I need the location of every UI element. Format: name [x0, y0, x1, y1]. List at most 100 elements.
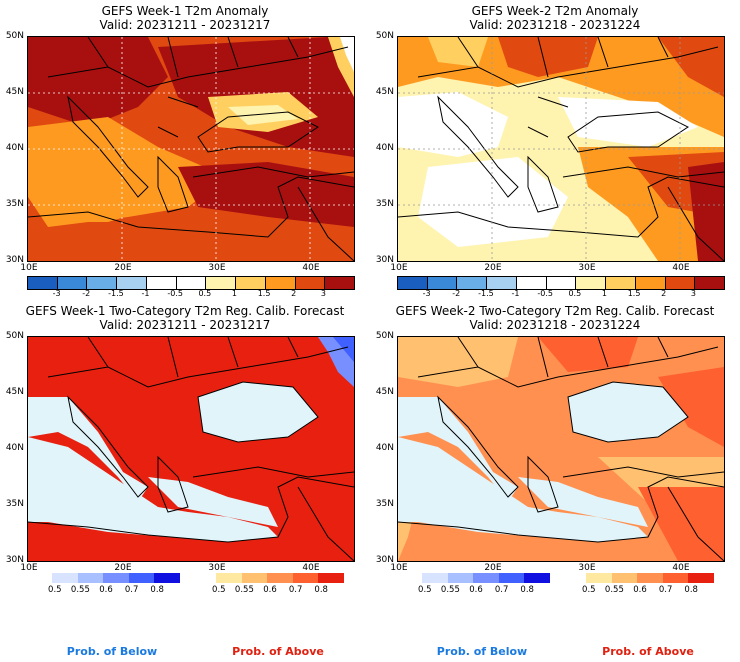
colorbar-swatch: [473, 573, 499, 583]
lat-tick: 45N: [375, 387, 394, 397]
panel-valid-dates: Valid: 20231211 - 20231217: [99, 318, 271, 332]
lat-tick: 35N: [375, 499, 394, 509]
colorbar-tick-label: 0.5: [418, 585, 432, 595]
colorbar-swatch: [422, 573, 448, 583]
colorbar-tick-label: 0.8: [684, 585, 698, 595]
panel-title: GEFS Week-1 T2m Anomaly: [101, 4, 269, 18]
lat-tick: 40N: [375, 143, 394, 153]
colorbar-tick-label: -1.5: [478, 289, 494, 298]
colorbar-swatch: [117, 277, 147, 289]
colorbar-swatch: [665, 277, 696, 289]
lat-tick: 45N: [375, 87, 394, 97]
colorbar-swatch: [128, 573, 155, 583]
colorbar-swatch: [427, 277, 458, 289]
colorbar-tick-label: 0.7: [288, 585, 303, 595]
colorbar-tick-label: 0.55: [234, 585, 254, 595]
colorbar-swatch: [695, 277, 725, 289]
colorbar-tick-label: 0.5: [212, 585, 226, 595]
probability-map: [397, 336, 725, 562]
panel-title: GEFS Week-2 Two-Category T2m Reg. Calib.…: [395, 304, 715, 318]
lon-tick: 20E: [114, 263, 132, 273]
colorbar-tick-label: -1: [511, 289, 520, 298]
colorbar-swatch: [635, 277, 666, 289]
colorbar-swatch: [154, 573, 180, 583]
colorbar-swatch: [206, 277, 237, 289]
colorbar-swatch: [546, 277, 577, 289]
colorbar-tick-label: 3: [690, 289, 696, 298]
colorbar-swatch: [57, 277, 88, 289]
panel-week2-probability: GEFS Week-2 Two-Category T2m Reg. Calib.…: [370, 300, 740, 600]
lat-tick: 35N: [5, 499, 24, 509]
lon-tick: 30E: [578, 563, 596, 573]
colorbar-tick-label: 0.55: [604, 585, 624, 595]
panel-valid-dates: Valid: 20231211 - 20231217: [99, 18, 271, 32]
colorbar-swatch: [241, 573, 268, 583]
colorbar-swatch: [216, 573, 242, 583]
lat-tick: 50N: [375, 31, 394, 41]
panel-title: GEFS Week-1 Two-Category T2m Reg. Calib.…: [25, 304, 345, 318]
colorbar-swatch: [176, 277, 207, 289]
colorbar-tick-label: 1: [601, 289, 607, 298]
colorbar-tick-label: -3: [422, 289, 431, 298]
lon-tick: 40E: [672, 563, 690, 573]
colorbar-tick-label: 0.5: [198, 289, 212, 298]
colorbar-swatch: [637, 573, 663, 583]
colorbar-tick-label: 3: [320, 289, 326, 298]
colorbar-swatch: [576, 277, 607, 289]
colorbar-swatch: [487, 277, 517, 289]
colorbar-tick-label: 1.5: [257, 289, 271, 298]
lon-tick: 40E: [302, 263, 320, 273]
panel-title: GEFS Week-2 T2m Anomaly: [471, 4, 639, 18]
prob-below-legend-label: Prob. of Below: [66, 645, 158, 658]
lon-tick: 40E: [672, 263, 690, 273]
colorbar-tick-label: 0.55: [440, 585, 460, 595]
lat-tick: 35N: [375, 199, 394, 209]
panel-valid-dates: Valid: 20231218 - 20231224: [469, 18, 641, 32]
colorbar-tick-label: -1: [141, 289, 150, 298]
colorbar-swatch: [447, 573, 474, 583]
colorbar-tick-label: 1.5: [627, 289, 641, 298]
colorbar-swatch: [398, 277, 428, 289]
colorbar-tick-label: 0.6: [99, 585, 113, 595]
lat-tick: 40N: [5, 443, 24, 453]
lon-tick: 20E: [484, 263, 502, 273]
lat-tick: 30N: [5, 555, 24, 565]
colorbar-tick-label: 1: [231, 289, 237, 298]
lon-tick: 30E: [208, 263, 226, 273]
colorbar-swatch: [318, 573, 344, 583]
colorbar-tick-label: 0.6: [263, 585, 277, 595]
colorbar-swatch: [267, 573, 293, 583]
colorbar-tick-label: 0.6: [633, 585, 647, 595]
lat-tick: 40N: [5, 143, 24, 153]
lon-tick: 10E: [20, 263, 38, 273]
lat-tick: 45N: [5, 87, 24, 97]
probability-map: [27, 336, 355, 562]
colorbar-tick-label: -0.5: [167, 289, 183, 298]
colorbar-swatch: [586, 573, 612, 583]
colorbar-swatch: [292, 573, 319, 583]
colorbar-tick-label: 0.7: [658, 585, 673, 595]
colorbar-swatch: [662, 573, 689, 583]
lon-tick: 10E: [20, 563, 38, 573]
colorbar-tick-label: 0.55: [70, 585, 90, 595]
anomaly-colorbar: [27, 276, 355, 290]
panel-week1-probability: GEFS Week-1 Two-Category T2m Reg. Calib.…: [0, 300, 370, 600]
lon-tick: 30E: [578, 263, 596, 273]
anomaly-map: [27, 36, 355, 262]
prob-above-legend-label: Prob. of Above: [602, 645, 694, 658]
lon-tick: 20E: [114, 563, 132, 573]
lon-tick: 40E: [302, 563, 320, 573]
colorbar-swatch: [457, 277, 488, 289]
colorbar-tick-label: 2: [661, 289, 667, 298]
colorbar-tick-label: 2: [291, 289, 297, 298]
colorbar-swatch: [265, 277, 296, 289]
colorbar-tick-label: 0.5: [568, 289, 582, 298]
colorbar-swatch: [688, 573, 714, 583]
colorbar-tick-label: 0.5: [582, 585, 596, 595]
lat-tick: 50N: [5, 31, 24, 41]
colorbar-tick-label: 0.5: [48, 585, 62, 595]
lat-tick: 30N: [5, 255, 24, 265]
colorbar-swatch: [524, 573, 550, 583]
colorbar-tick-label: -1.5: [108, 289, 124, 298]
lat-tick: 45N: [5, 387, 24, 397]
